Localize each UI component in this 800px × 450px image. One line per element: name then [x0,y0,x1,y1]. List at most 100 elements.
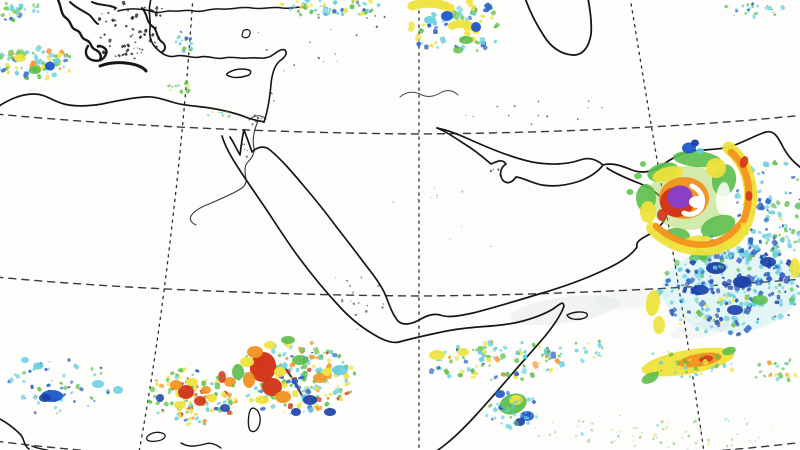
cloud-pixel [783,161,789,166]
cloud-pixel [701,309,704,312]
cloud-pixel [179,89,184,94]
cloud-pixel [712,318,716,322]
cloud-africa-cyan-e [332,365,348,375]
cloud-pixel [730,293,737,299]
cloud-pixel [449,359,453,364]
cloud-pixel [59,381,64,385]
cloud-pixel [288,367,293,372]
cloud-pixel [204,378,208,382]
cloud-pixel [12,18,16,23]
cloud-pixel [794,214,799,219]
cloud-pixel [356,328,359,330]
cloud-pixel [336,60,338,62]
graticule-parallel-middle [0,276,800,297]
cloud-pixel [309,340,314,346]
lake-tuz [241,28,251,39]
cloud-pixel [290,345,293,348]
cloud-pixel [513,105,516,108]
cloud-pixel [415,33,422,42]
cloud-pixel [511,405,516,410]
cloud-pixel [482,345,487,350]
cloud-pixel [658,360,664,366]
cloud-pixel [618,414,621,417]
cloud-pixel [720,272,724,276]
cloud-pixel [792,248,796,252]
cloud-pixel [719,255,724,260]
cloud-pixel [676,284,681,289]
cloud-pixel [251,123,254,126]
cloud-pixel [674,313,678,317]
cloud-pixel [773,315,777,318]
cloud-pixel [514,372,520,376]
cloud-pixel [537,114,540,117]
cloud-pixel [301,3,305,7]
cloud-pixel [138,48,141,50]
cloud-pixel [433,41,438,45]
cloud-pixel [48,52,55,58]
cloud-pixel [574,341,578,345]
cloud-pixel [222,400,227,404]
cloud-arabian-sea-navy-5 [727,305,743,315]
cloud-pixel [194,416,199,421]
cloud-pixel [355,34,358,37]
cloud-pixel [775,364,780,368]
cloud-pixel [746,249,749,252]
cloud-pixel [225,110,228,113]
cloud-pixel [459,369,465,374]
cloud-pixel [350,300,352,302]
cloud-pixel [755,320,760,324]
cloud-africa-west-yellow-2 [207,394,217,402]
cloud-pixel [508,396,512,401]
cloud-pixel [46,71,49,74]
cloud-pixel [136,52,139,55]
cloud-pixel [36,10,40,14]
cloud-pixel [689,277,696,284]
cloud-pixel [253,114,256,117]
cloud-pixel [301,363,308,370]
cloud-pixel [746,266,752,271]
cloud-pixel [193,412,199,416]
cloud-pixel [601,346,604,350]
cloud-albania-speck [23,3,40,14]
cloud-south-blob-fringe [484,390,539,431]
cloud-pixel [789,279,795,285]
cloud-pixel [781,367,785,371]
cloud-pixel [454,355,460,361]
cloud-pixel [168,88,172,92]
cloud-pixel [748,303,752,308]
cloud-pixel [537,434,540,438]
cloud-pixel [724,254,729,260]
cloud-pixel [348,365,354,371]
cloud-pixel [780,5,786,10]
cloud-pixel [324,394,328,397]
cloud-pixel [55,51,63,60]
cloud-pixel [698,363,702,367]
cloud-pixel [8,12,12,16]
cloud-pixel [633,445,636,448]
cloud-africa-yellow-2 [274,367,286,377]
cloud-pixel [727,330,733,336]
cloud-pixel [757,189,762,194]
haze-arabian-sea [670,320,730,340]
cloud-pixel [638,435,642,439]
cloud-pixel [685,370,689,374]
cloud-pixel [707,438,710,442]
cloud-hormuz-cyan [696,148,704,154]
cloud-pixel [41,50,46,55]
cloud-pixel [453,11,461,21]
cloud-pixel [773,372,779,378]
cloud-pixel [23,71,29,78]
cloud-pixel [22,379,26,384]
cloud-pixel [666,425,669,428]
cloud-pixel [305,4,310,9]
cloud-pixel [44,74,50,81]
cloud-pixel [482,45,488,51]
cloud-pixel [174,416,179,421]
cloud-pixel [357,3,361,8]
cloud-pixel [340,11,345,17]
cyclone-white-hook [681,183,706,217]
cloud-pixel [772,161,778,166]
cloud-pixel [666,421,668,423]
cloud-pixel [416,41,421,47]
cloud-pixel [582,346,586,350]
